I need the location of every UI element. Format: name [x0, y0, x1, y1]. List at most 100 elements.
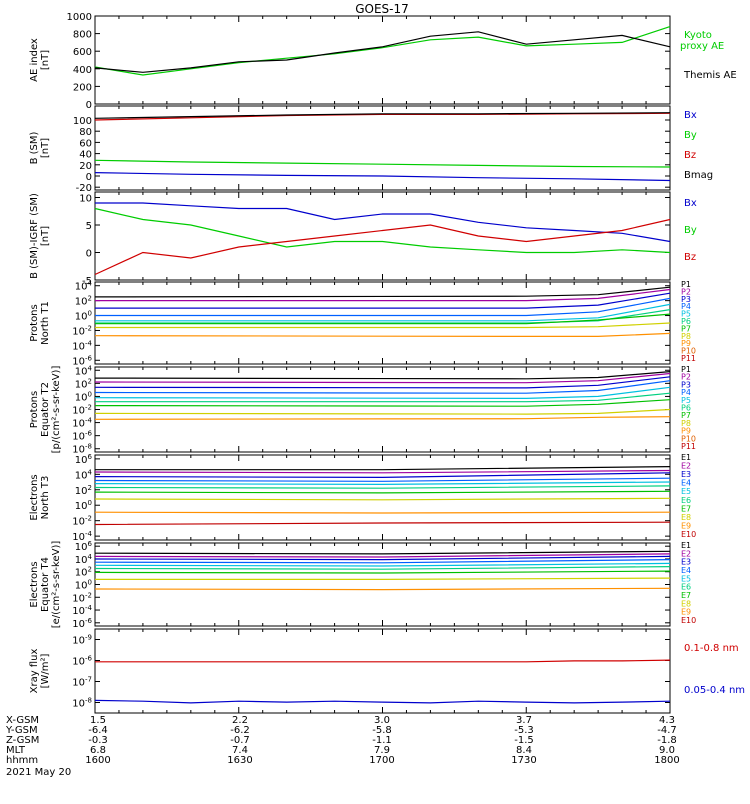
tick-base: 10 [75, 501, 88, 512]
y-tick-label: 20 [79, 161, 92, 172]
tick-exponent: 2 [88, 566, 92, 574]
legend-entry-E6: E6 [681, 496, 691, 505]
tick-base: 10 [72, 606, 85, 617]
panel-1: 0 200 400 600 800 1000 AE index[nT] Kyoto proxy … [29, 12, 737, 111]
y-tick-label: 10-7 [72, 676, 92, 689]
series-line-P3 [95, 292, 671, 309]
y-axis-label-line: B (SM) [29, 131, 40, 164]
legend-line: proxy AE [680, 41, 724, 52]
y-tick-label: 0 [86, 172, 92, 183]
y-axis-label-line: B (SM)-IGRF (SM) [29, 193, 40, 279]
tick-base: 10 [75, 581, 88, 592]
x-row-value: -6.4 [88, 725, 108, 736]
legend-entry-E1: E1 [681, 541, 691, 550]
series-line-E8 [95, 577, 671, 581]
legend-entry-P11: P11 [681, 354, 696, 363]
y-axis-label-line: North T1 [40, 301, 51, 345]
legend-entry-E5: E5 [681, 487, 691, 496]
date-label: 2021 May 20 [6, 767, 71, 778]
panel-frame [94, 366, 671, 453]
series-line-E7 [94, 570, 671, 574]
legend-entry-P4: P4 [681, 388, 691, 397]
legend-entry-Themis-AE: Themis AE [683, 70, 737, 81]
tick-exponent: 0 [88, 310, 92, 318]
legend-entry-P1: P1 [681, 280, 691, 289]
legend-entry-E4: E4 [681, 479, 691, 488]
y-tick-label: 10-8 [72, 697, 92, 710]
tick-base: 10 [72, 678, 85, 689]
legend-entry-P7: P7 [681, 411, 691, 420]
y-tick-label: 102 [75, 484, 92, 497]
series-line-E6 [94, 566, 671, 570]
tick-base: 10 [72, 636, 85, 647]
tick-exponent: 2 [88, 295, 92, 303]
series-line-Bx [94, 172, 671, 182]
y-tick-label: 10-6 [72, 617, 92, 630]
x-axis-table: X-GSM 1.5 2.2 3.0 3.7 4.3 Y-GSM -6.4 -6.2 -5.8 -5.… [5, 715, 680, 778]
y-tick-label: 10-2 [72, 515, 92, 528]
series-line-E4 [94, 477, 671, 482]
x-row-value: 1630 [227, 755, 252, 766]
y-tick-label: 104 [75, 468, 93, 481]
y-axis-label-line: [nT] [40, 138, 51, 158]
y-tick-label: 10-6 [72, 655, 92, 668]
y-tick-label: 10-2 [72, 324, 92, 337]
tick-exponent: -2 [85, 324, 92, 332]
legend-entry-E2: E2 [681, 549, 691, 558]
tick-base: 10 [72, 419, 85, 430]
tick-exponent: -6 [85, 617, 93, 625]
x-row-value: 1730 [511, 755, 536, 766]
y-tick-label: 10-2 [72, 591, 92, 604]
x-row-value: 3.0 [374, 715, 390, 726]
y-axis-label: ElectronsEquator T4[e/(cm²-s-sr-keV)] [29, 541, 62, 629]
y-tick-label: 106 [75, 453, 93, 466]
legend-entry-P4: P4 [681, 302, 691, 311]
y-tick-label: 102 [75, 377, 92, 390]
x-row-value: -0.7 [230, 735, 250, 746]
legend-entry-Bx: Bx [684, 198, 697, 209]
x-row-label: Z-GSM [6, 735, 39, 746]
x-row-value: -1.1 [372, 735, 392, 746]
tick-base: 10 [75, 297, 88, 308]
x-row-value: 8.4 [516, 745, 532, 756]
series-line-P4 [95, 297, 671, 317]
tick-base: 10 [72, 699, 85, 710]
tick-exponent: 4 [88, 468, 93, 476]
series-line-Bx [95, 202, 671, 243]
legend-entry-E7: E7 [681, 504, 691, 513]
tick-base: 10 [72, 406, 85, 417]
x-row-value: 1800 [654, 755, 679, 766]
series-line-By [94, 159, 671, 168]
series-line-P9 [94, 416, 671, 420]
y-axis-label: ProtonsNorth T1 [29, 301, 51, 345]
series-line-P1 [94, 286, 671, 298]
x-row-value: 7.4 [232, 745, 248, 756]
x-row-value: 2.2 [232, 715, 248, 726]
tick-base: 10 [72, 341, 85, 352]
y-tick-label: 200 [73, 82, 92, 93]
y-tick-label: 10-9 [72, 634, 92, 647]
y-tick-label: 5 [86, 221, 92, 232]
tick-exponent: -8 [85, 443, 92, 451]
panel-3: -5 0 5 10 B (SM)-IGRF (SM)[nT] Bx By Bz [29, 191, 697, 287]
tick-base: 10 [75, 379, 88, 390]
legend-entry-E8: E8 [681, 599, 691, 608]
tick-exponent: -6 [85, 354, 93, 362]
tick-exponent: -4 [85, 339, 93, 347]
y-axis-label-line: [e/(cm²-s-sr-keV)] [51, 541, 62, 629]
legend-line: Kyoto [684, 30, 712, 41]
series-line-P7 [95, 313, 671, 325]
legend-entry-By: By [684, 225, 697, 236]
x-row-label: MLT [6, 745, 26, 756]
tick-exponent: 0 [88, 579, 92, 587]
y-tick-label: 100 [73, 116, 92, 127]
tick-exponent: -2 [85, 515, 92, 523]
y-axis-label: ElectronsNorth T3 [29, 474, 51, 520]
series-line-P4 [94, 380, 671, 394]
series-line-0-05-0-4-nm [94, 699, 671, 704]
legend-entry-0-1-0-8-nm: 0.1-0.8 nm [684, 643, 739, 654]
y-axis-label-line: North T3 [40, 476, 51, 520]
